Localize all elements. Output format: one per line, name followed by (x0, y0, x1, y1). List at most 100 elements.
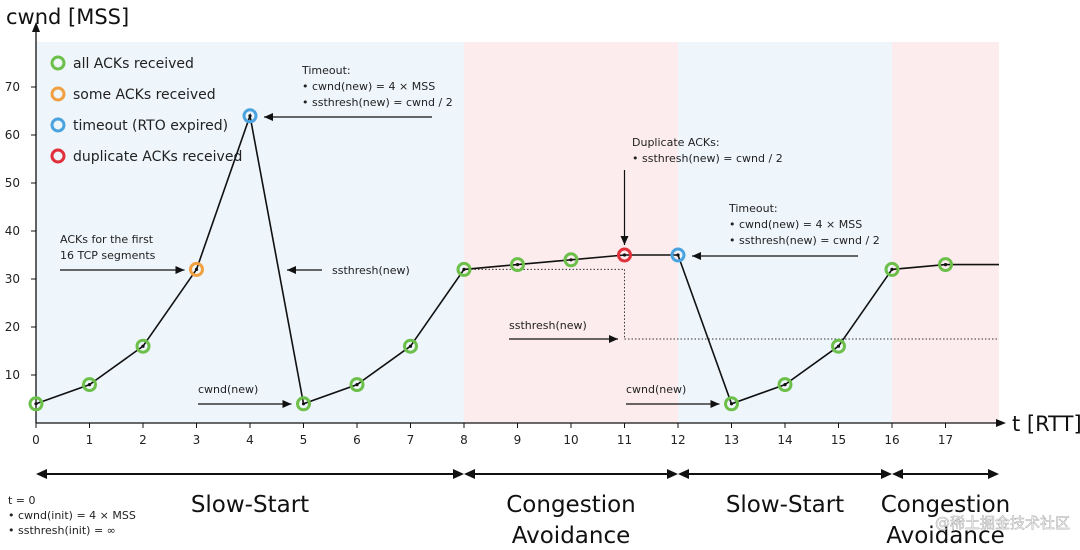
x-tick-label: 16 (884, 433, 899, 447)
phase-label: Avoidance (512, 523, 631, 549)
annotation-ssthresh-2: ssthresh(new) (509, 319, 587, 332)
arrow-cwnd-2 (626, 400, 720, 408)
watermark: @稀土掘金技术社区 (935, 514, 1070, 532)
y-tick-label: 30 (5, 272, 20, 286)
data-point-ring (724, 396, 739, 412)
y-tick-label: 20 (5, 320, 20, 334)
arrow-duplicate-head (620, 236, 629, 245)
data-point-ring (670, 247, 686, 263)
annotation-timeout-2-line: • ssthresh(new) = cwnd / 2 (729, 234, 880, 247)
data-point-ring (777, 377, 793, 393)
y-tick-label: 40 (5, 224, 20, 238)
legend-marker (50, 55, 66, 71)
arrow-timeout-1 (264, 113, 432, 121)
x-tick-label: 4 (246, 433, 254, 447)
data-point-ring (82, 377, 97, 393)
phase-extent-left-head (678, 469, 689, 479)
data-point-all (296, 396, 311, 412)
phase-label: Congestion (881, 492, 1011, 518)
data-point-ring (884, 261, 900, 277)
x-tick-label: 6 (353, 433, 361, 447)
x-tick-label: 10 (563, 433, 578, 447)
data-point-dot (301, 402, 306, 406)
phase-band-2 (678, 42, 892, 423)
annotation-timeout-2-line: Timeout: (728, 202, 778, 215)
x-axis-title: t [RTT] (1012, 412, 1080, 436)
arrow-cwnd-2-head (710, 400, 720, 408)
annotation-timeout-1-line: • cwnd(new) = 4 × MSS (302, 80, 435, 93)
arrow-ssthresh-1 (287, 266, 322, 274)
phase-extent-left-head (892, 469, 903, 479)
y-axis-title: cwnd [MSS] (6, 5, 129, 29)
legend-marker (50, 148, 66, 164)
legend-item-all: all ACKs received (50, 55, 194, 72)
data-point-dot (943, 263, 948, 267)
x-tick-label: 11 (617, 433, 632, 447)
annotation-first-16-line: ACKs for the first (60, 233, 154, 246)
data-point-dot (729, 402, 734, 406)
data-point-all (349, 377, 365, 393)
phase-band-3 (892, 42, 999, 423)
x-tick-label: 5 (300, 433, 308, 447)
arrow-cwnd-1 (198, 400, 292, 408)
data-point-all (777, 377, 793, 393)
phase-label: Avoidance (886, 523, 1005, 549)
data-point-timeout (670, 247, 686, 263)
legend-label: some ACKs received (73, 87, 216, 103)
y-tick-label: 70 (5, 80, 20, 94)
data-point-ring (28, 396, 44, 412)
annotation-ssthresh-1: ssthresh(new) (332, 264, 410, 277)
y-tick-label: 50 (5, 176, 20, 190)
x-tick-label: 13 (724, 433, 739, 447)
x-tick-label: 0 (32, 433, 40, 447)
data-point-ring (563, 252, 579, 268)
data-point-ring (938, 257, 953, 273)
x-tick-label: 2 (139, 433, 147, 447)
data-point-all (884, 261, 900, 277)
data-point-duplicate (617, 247, 632, 263)
x-tick-label: 15 (831, 433, 846, 447)
data-point-dot (87, 383, 92, 387)
arrow-timeout-1-head (264, 113, 273, 121)
data-point-ring (189, 261, 204, 277)
data-point-ring (456, 261, 472, 277)
phase-band-1 (464, 42, 678, 423)
x-tick-label: 9 (514, 433, 522, 447)
data-point-all (28, 396, 44, 412)
data-point-dot (783, 383, 787, 387)
phase-labels: Slow-Start Congestion Avoidance Slow-Start C… (8, 469, 1070, 549)
data-point-dot (569, 258, 573, 262)
x-tick-label: 7 (407, 433, 415, 447)
data-point-ring (349, 377, 365, 393)
phase-extent-0 (36, 469, 464, 479)
phase-backgrounds (36, 42, 999, 423)
data-point-dot (676, 253, 680, 257)
arrow-first-16 (60, 266, 185, 274)
init-note-line: t = 0 (8, 494, 36, 507)
annotation-timeout-1-line: • ssthresh(new) = cwnd / 2 (302, 96, 453, 109)
annotation-cwnd-1: cwnd(new) (198, 383, 258, 396)
data-point-some (189, 261, 204, 277)
y-axis-arrow (32, 22, 40, 32)
annotation-timeout-1-line: Timeout: (301, 64, 351, 77)
phase-extent-3 (892, 469, 999, 479)
x-axis-arrow (996, 419, 1006, 427)
annotation-first-16-line: 16 TCP segments (60, 249, 156, 262)
x-tick-label: 14 (777, 433, 792, 447)
data-point-all (82, 377, 97, 393)
phase-label: Slow-Start (191, 492, 309, 518)
data-point-dot (515, 263, 520, 267)
init-note-line: • ssthresh(init) = ∞ (8, 524, 116, 537)
annotation-timeout-2: Timeout: • cwnd(new) = 4 × MSS • ssthresh(… (728, 202, 880, 247)
arrow-first-16-head (175, 266, 185, 274)
data-point-ring (296, 396, 311, 412)
x-tick-label: 1 (86, 433, 94, 447)
data-point-all (831, 338, 846, 354)
data-point-dot (836, 344, 841, 348)
phase-label: Slow-Start (726, 492, 844, 518)
annotation-timeout-2-line: • cwnd(new) = 4 × MSS (729, 218, 862, 231)
annotation-cwnd-2: cwnd(new) (626, 383, 686, 396)
annotation-duplicate-line: • ssthresh(new) = cwnd / 2 (632, 152, 783, 165)
arrow-ssthresh-2-head (609, 335, 618, 343)
